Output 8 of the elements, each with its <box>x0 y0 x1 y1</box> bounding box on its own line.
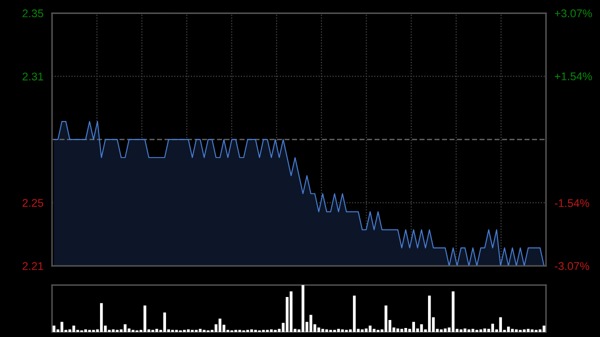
y-tick-label: 2.35 <box>22 9 44 18</box>
y2-tick-label: +3.07% <box>554 9 592 18</box>
y-tick-label: 2.31 <box>22 72 44 80</box>
y-tick-label: 2.25 <box>22 198 44 207</box>
y-tick-label: 2.21 <box>22 262 44 270</box>
y2-tick-label: +1.54% <box>554 72 592 80</box>
y2-tick-label: -1.54% <box>554 199 590 208</box>
y2-tick-label: -3.07% <box>554 262 590 270</box>
